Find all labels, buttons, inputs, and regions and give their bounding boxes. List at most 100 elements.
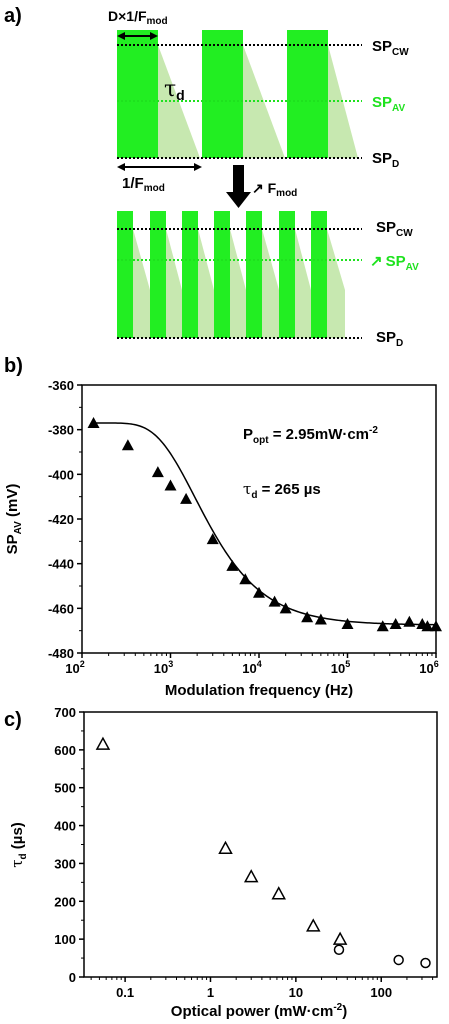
data-point <box>164 479 177 491</box>
b-data-points <box>87 416 442 632</box>
y-tick-label: 400 <box>54 819 76 834</box>
sp-av-label: ↗ SPAV <box>370 253 419 273</box>
data-point <box>389 617 402 629</box>
decay-shape <box>262 229 279 338</box>
sp-d-label: SPD <box>376 329 403 349</box>
y-tick-label: -360 <box>48 378 74 393</box>
decay-shape <box>327 229 345 338</box>
plot-frame <box>83 711 438 978</box>
data-point <box>253 586 265 598</box>
decay-shape <box>166 229 182 338</box>
data-point <box>226 559 239 571</box>
panel-b-label: b) <box>4 355 23 377</box>
panel-c-chart: c) 0 100 200 300 400 500 600 700 0.1 1 10 100 Optic… <box>4 705 438 1020</box>
light-pulse <box>246 211 262 338</box>
y-tick-label: -380 <box>48 423 74 438</box>
data-point <box>314 613 327 625</box>
data-point <box>206 533 219 545</box>
y-tick-label: 700 <box>54 705 76 720</box>
x-tick-label: 10 <box>289 985 303 1000</box>
y-tick-label: -460 <box>48 601 74 616</box>
data-point-circle <box>420 957 431 969</box>
decay-shape <box>198 229 214 338</box>
panel-c-label: c) <box>4 709 22 731</box>
x-tick-label: 106 <box>419 659 438 676</box>
b-y-axis-title: SPAV (mV) <box>4 484 24 555</box>
sp-cw-label: SPCW <box>376 219 413 239</box>
y-tick-label: 500 <box>54 781 76 796</box>
x-tick-label: 100 <box>370 985 392 1000</box>
decay-shape <box>230 229 246 338</box>
y-tick-label: 200 <box>54 894 76 909</box>
light-pulse <box>117 211 133 338</box>
data-point <box>180 492 193 504</box>
sp-d-label: SPD <box>372 150 399 170</box>
data-point-triangle <box>95 736 111 750</box>
x-tick-label: 105 <box>331 659 350 676</box>
x-tick-label: 103 <box>154 659 173 676</box>
light-pulse <box>117 30 158 158</box>
light-pulse <box>214 211 230 338</box>
fmod-arrow-label: ↗ Fmod <box>252 180 297 199</box>
data-point <box>239 573 252 585</box>
data-point-circle <box>333 944 345 955</box>
data-point-triangle <box>271 886 286 900</box>
x-tick-label: 0.1 <box>116 985 134 1000</box>
lower-trace <box>117 211 345 338</box>
b-x-axis-title: Modulation frequency (Hz) <box>165 682 353 699</box>
c-y-axis-title: τd (µs) <box>8 822 29 868</box>
decay-shape <box>133 229 150 338</box>
panel-a-label: a) <box>4 5 22 27</box>
c-axis-ticks: 0 100 200 300 400 500 600 700 0.1 1 10 100 <box>54 705 434 1000</box>
decay-shape <box>295 229 311 338</box>
arrow-head <box>150 32 158 40</box>
data-point <box>151 466 164 478</box>
light-pulse <box>287 30 328 158</box>
data-point <box>430 620 442 632</box>
popt-annotation: Popt = 2.95mW·cm-2 <box>243 425 378 446</box>
data-point-triangle <box>332 931 348 945</box>
duty-label: D×1/Fmod <box>108 8 168 27</box>
y-tick-label: -480 <box>48 646 74 661</box>
y-tick-label: 100 <box>54 932 76 947</box>
light-pulse <box>202 30 243 158</box>
sp-av-label: SPAV <box>372 94 405 114</box>
y-tick-label: -440 <box>48 557 74 572</box>
c-data-points <box>95 736 431 969</box>
data-point-triangle <box>243 869 259 883</box>
x-tick-label: 102 <box>65 659 84 676</box>
light-pulse <box>150 211 166 338</box>
c-x-axis-title: Optical power (mW·cm-2) <box>171 1002 347 1020</box>
data-point <box>376 620 389 632</box>
arrow-head <box>194 163 202 171</box>
x-tick-label: 104 <box>242 659 261 676</box>
light-pulse <box>182 211 198 338</box>
panel-a-diagram: a) D×1/Fmod τd 1/Fmod ↗ Fmod SPCW SPAV S <box>4 5 419 349</box>
data-point <box>301 611 314 623</box>
y-tick-label: -400 <box>48 467 74 482</box>
fit-curve <box>93 422 437 626</box>
y-tick-label: 300 <box>54 856 76 871</box>
tau-label: τd <box>164 77 185 103</box>
data-point <box>279 602 292 614</box>
x-tick-label: 1 <box>207 985 214 1000</box>
data-point-circle <box>393 954 404 966</box>
data-point <box>121 439 134 451</box>
decay-shape <box>243 45 285 158</box>
data-point <box>87 416 100 428</box>
arrow-head <box>117 32 125 40</box>
y-tick-label: 0 <box>69 970 76 985</box>
data-point <box>403 615 416 627</box>
y-tick-label: -420 <box>48 512 74 527</box>
sp-cw-label: SPCW <box>372 38 409 58</box>
arrow-head <box>117 163 125 171</box>
y-tick-label: 600 <box>54 743 76 758</box>
period-label: 1/Fmod <box>122 175 165 194</box>
light-pulse <box>311 211 327 338</box>
data-point <box>341 617 354 629</box>
light-pulse <box>279 211 295 338</box>
down-arrow-icon <box>233 165 244 193</box>
